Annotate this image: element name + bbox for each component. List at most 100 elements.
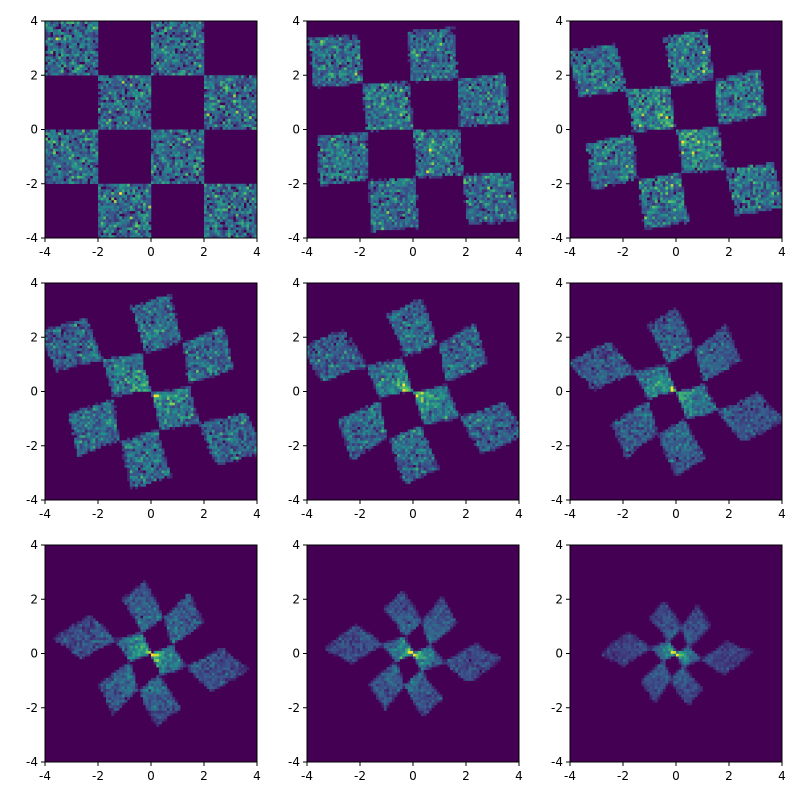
- heatmap-cell: [207, 75, 210, 78]
- heatmap-cell: [48, 148, 51, 151]
- heatmap-cell: [479, 208, 482, 211]
- heatmap-cell: [207, 222, 210, 225]
- heatmap-cell: [204, 94, 207, 97]
- heatmap-cell: [220, 97, 223, 100]
- heatmap-cell: [371, 214, 374, 217]
- heatmap-cell: [178, 26, 181, 29]
- heatmap-cell: [387, 214, 390, 217]
- heatmap-cell: [389, 219, 392, 222]
- heatmap-cell: [450, 130, 453, 133]
- heatmap-cell: [175, 173, 178, 176]
- heatmap-cell: [363, 165, 366, 168]
- heatmap-cell: [371, 227, 374, 230]
- heatmap-cell: [387, 211, 390, 214]
- heatmap-cell: [215, 224, 218, 227]
- heatmap-cell: [209, 216, 212, 219]
- heatmap-cell: [114, 211, 117, 214]
- heatmap-cell: [392, 83, 395, 86]
- heatmap-cell: [58, 35, 61, 38]
- heatmap-cell: [74, 40, 77, 43]
- heatmap-cell: [180, 154, 183, 157]
- heatmap-cell: [143, 222, 146, 225]
- heatmap-cell: [402, 119, 405, 122]
- heatmap-cell: [228, 108, 231, 111]
- heatmap-cell: [66, 181, 69, 184]
- heatmap-cell: [209, 86, 212, 89]
- heatmap-cell: [461, 167, 464, 170]
- heatmap-cell: [246, 224, 249, 227]
- heatmap-cell: [246, 78, 249, 81]
- heatmap-cell: [514, 216, 517, 219]
- heatmap-cell: [209, 83, 212, 86]
- heatmap-cell: [164, 26, 167, 29]
- heatmap-cell: [392, 102, 395, 105]
- heatmap-cell: [379, 105, 382, 108]
- heatmap-cell: [180, 140, 183, 143]
- heatmap-cell: [469, 184, 472, 187]
- heatmap-cell: [389, 222, 392, 225]
- heatmap-cell: [106, 100, 109, 103]
- heatmap-cell: [69, 62, 72, 65]
- heatmap-cell: [87, 64, 90, 67]
- heatmap-cell: [400, 200, 403, 203]
- heatmap-cell: [455, 132, 458, 135]
- heatmap-cell: [185, 176, 188, 179]
- heatmap-cell: [74, 178, 77, 181]
- heatmap-cell: [98, 227, 101, 230]
- heatmap-cell: [183, 165, 186, 168]
- heatmap-cell: [56, 181, 59, 184]
- heatmap-cell: [191, 35, 194, 38]
- heatmap-cell: [389, 189, 392, 192]
- heatmap-cell: [56, 45, 59, 48]
- heatmap-cell: [463, 83, 466, 86]
- heatmap-cell: [469, 189, 472, 192]
- heatmap-cell: [74, 67, 77, 70]
- heatmap-cell: [151, 167, 154, 170]
- heatmap-cell: [199, 154, 202, 157]
- heatmap-cell: [413, 205, 416, 208]
- heatmap-cell: [474, 89, 477, 92]
- heatmap-cell: [183, 130, 186, 133]
- heatmap-cell: [331, 140, 334, 143]
- heatmap-cell: [397, 124, 400, 127]
- heatmap-cell: [397, 203, 400, 206]
- heatmap-cell: [207, 186, 210, 189]
- heatmap-cell: [408, 127, 411, 130]
- heatmap-cell: [453, 146, 456, 149]
- heatmap-cell: [119, 100, 122, 103]
- heatmap-cell: [241, 100, 244, 103]
- heatmap-cell: [151, 54, 154, 57]
- heatmap-cell: [156, 51, 159, 54]
- heatmap-cell: [191, 40, 194, 43]
- heatmap-cell: [225, 189, 228, 192]
- heatmap-cell: [154, 138, 157, 141]
- heatmap-cell: [201, 157, 204, 160]
- heatmap-cell: [482, 86, 485, 89]
- heatmap-cell: [323, 140, 326, 143]
- heatmap-cell: [357, 167, 360, 170]
- heatmap-cell: [61, 40, 64, 43]
- heatmap-cell: [217, 186, 220, 189]
- heatmap-cell: [344, 135, 347, 138]
- heatmap-cell: [127, 222, 130, 225]
- heatmap-cell: [434, 167, 437, 170]
- heatmap-cell: [143, 100, 146, 103]
- heatmap-cell: [85, 59, 88, 62]
- heatmap-cell: [394, 214, 397, 217]
- heatmap-cell: [50, 157, 53, 160]
- heatmap-cell: [201, 165, 204, 168]
- heatmap-cell: [191, 26, 194, 29]
- heatmap-cell: [458, 130, 461, 133]
- heatmap-cell: [379, 211, 382, 214]
- heatmap-cell: [212, 127, 215, 130]
- heatmap-cell: [148, 81, 151, 84]
- heatmap-cell: [132, 222, 135, 225]
- heatmap-cell: [336, 157, 339, 160]
- heatmap-cell: [106, 121, 109, 124]
- heatmap-cell: [371, 195, 374, 198]
- heatmap-cell: [392, 100, 395, 103]
- heatmap-cell: [238, 121, 241, 124]
- heatmap-cell: [479, 197, 482, 200]
- heatmap-cell: [82, 178, 85, 181]
- heatmap-cell: [394, 83, 397, 86]
